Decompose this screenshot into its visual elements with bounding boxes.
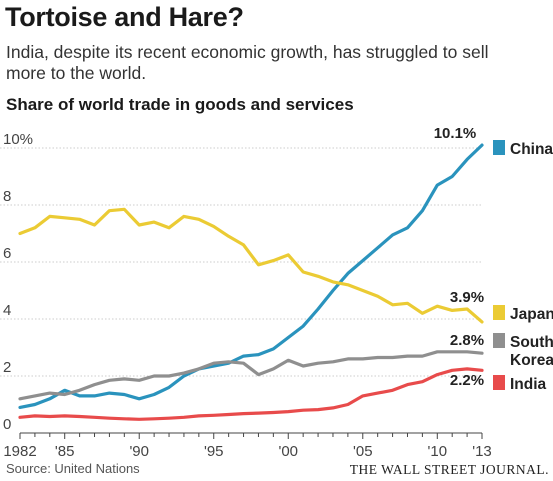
legend-swatch xyxy=(493,333,505,348)
x-tick-label: '85 xyxy=(55,443,75,460)
y-tick-label: 6 xyxy=(3,245,11,262)
y-tick-label: 2 xyxy=(3,359,11,376)
legend-item: China xyxy=(493,140,553,158)
end-label: 3.9% xyxy=(450,289,484,306)
x-tick-label: '90 xyxy=(129,443,149,460)
x-tick-label: '10 xyxy=(428,443,448,460)
series-line-japan xyxy=(18,207,484,324)
series-line-china xyxy=(18,143,484,409)
series-lines xyxy=(18,143,484,421)
x-tick-label: 1982 xyxy=(3,443,36,460)
legend-label: India xyxy=(510,376,547,393)
x-tick-label: '95 xyxy=(204,443,224,460)
legend-label: Japan xyxy=(510,306,553,323)
chart-title: Tortoise and Hare? xyxy=(5,2,244,32)
legend-item: India xyxy=(493,375,547,393)
end-label: 2.8% xyxy=(450,332,484,349)
chart-subtitle: India, despite its recent economic growt… xyxy=(6,42,489,83)
x-tick-label: '05 xyxy=(353,443,373,460)
publisher-credit: THE WALL STREET JOURNAL. xyxy=(349,462,549,477)
y-axis-ticks: 0 2 4 6 8 10% xyxy=(3,131,33,433)
series-line-india xyxy=(18,367,484,421)
gridlines xyxy=(0,147,482,434)
end-label: 10.1% xyxy=(434,125,477,142)
x-tick-label: '13 xyxy=(472,443,492,460)
y-tick-label: 8 xyxy=(3,188,11,205)
legend-swatch xyxy=(493,305,505,320)
x-axis: 1982 '85 '90 '95 '00 '05 '10 '13 xyxy=(3,433,492,460)
legend-label: China xyxy=(510,141,553,158)
source-note: Source: United Nations xyxy=(6,461,140,476)
y-tick-label: 0 xyxy=(3,416,11,433)
legend-label: Korea xyxy=(510,352,553,369)
legend-label: South xyxy=(510,334,553,351)
legend-item: Japan xyxy=(493,305,553,323)
y-tick-label: 4 xyxy=(3,302,11,319)
legend-swatch xyxy=(493,140,505,155)
end-label: 2.2% xyxy=(450,372,484,389)
x-tick-label: '00 xyxy=(278,443,298,460)
y-tick-label: 10% xyxy=(3,131,33,148)
series-line-south-korea xyxy=(18,350,484,401)
chart-heading: Share of world trade in goods and servic… xyxy=(6,95,354,114)
end-value-labels: 10.1% 3.9% 2.8% 2.2% xyxy=(434,125,484,389)
legend-swatch xyxy=(493,375,505,390)
